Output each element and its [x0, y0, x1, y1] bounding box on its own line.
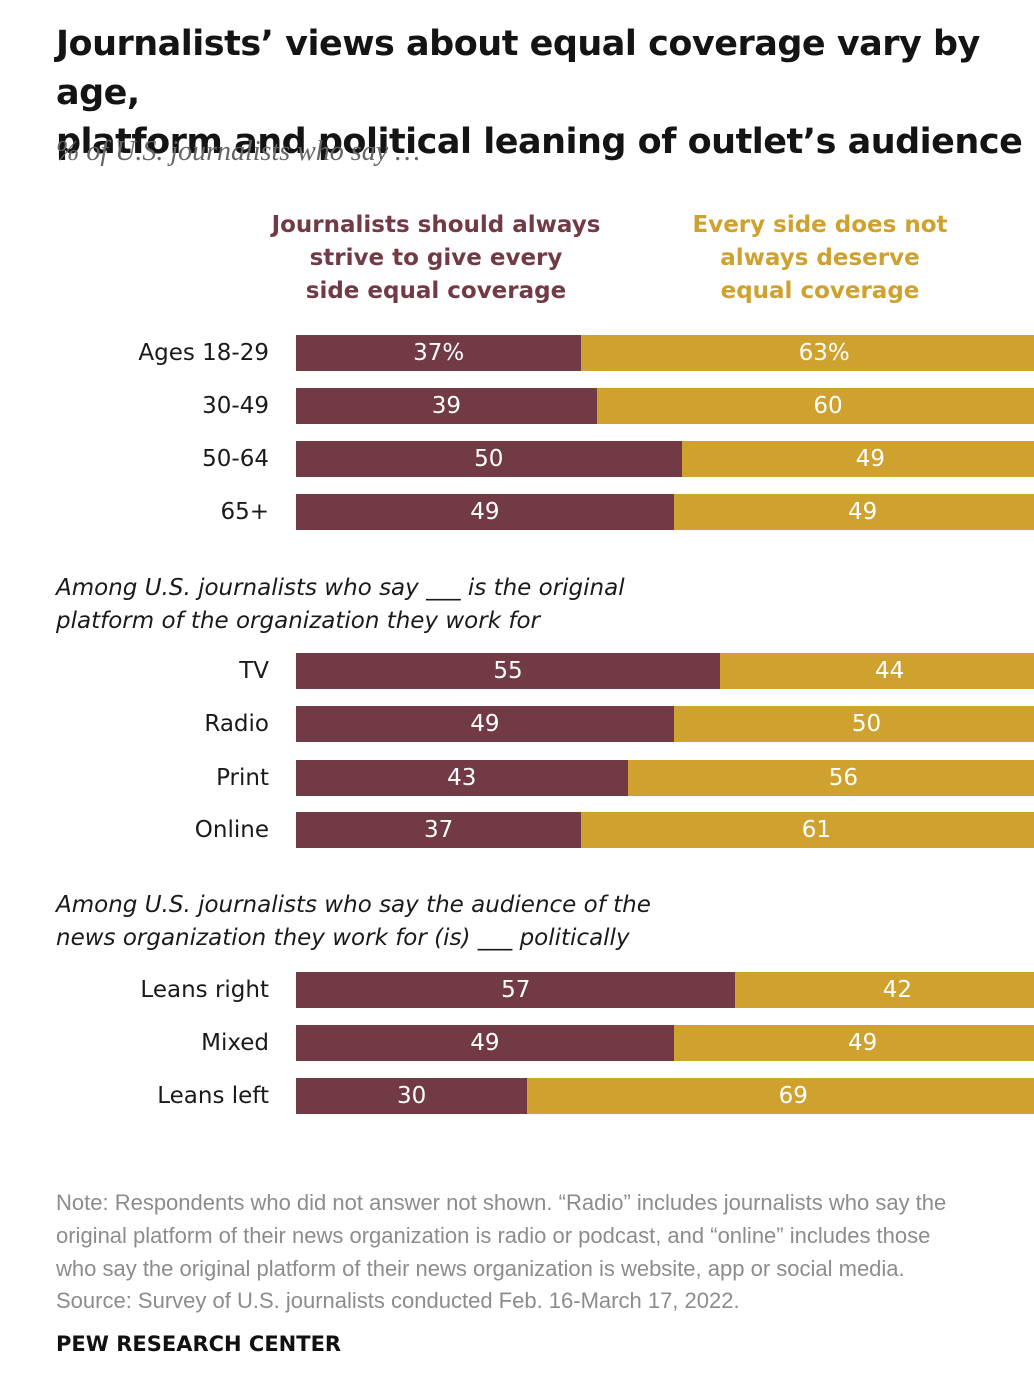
bar-value-label: 61: [801, 817, 832, 843]
bar-value-label: 63%: [798, 340, 850, 366]
group-label: Among U.S. journalists who say the audie…: [56, 889, 756, 955]
chart-title-line-2: platform and political leaning of outlet…: [56, 122, 1023, 162]
row-label: Mixed: [201, 1030, 269, 1056]
bar-value-label: 49: [470, 1030, 500, 1056]
bar-value-label: 56: [828, 765, 859, 791]
bar-equal-coverage: 50: [296, 441, 682, 477]
chart-title: Journalists’ views about equal coverage …: [56, 20, 1034, 167]
bar-value-label: 49: [848, 1030, 878, 1056]
bar-value-label: 50: [474, 446, 504, 472]
chart-title-line-1: Journalists’ views about equal coverage …: [56, 24, 980, 113]
group-label-line: news organization they work for (is) ___…: [56, 925, 630, 951]
legend-line: Every side does not: [692, 212, 948, 238]
bar-equal-coverage: 30: [296, 1078, 528, 1114]
bar-equal-coverage: 37: [296, 812, 582, 848]
legend-not-equal-coverage: Every side does not always deserve equal…: [660, 209, 980, 308]
bar-not-equal-coverage: 49: [681, 441, 1034, 477]
bar-value-label: 57: [501, 977, 531, 1003]
bar-not-equal-coverage: 61: [581, 812, 1034, 848]
chart-subtitle: % of U.S. journalists who say …: [56, 136, 421, 167]
group-label-line: platform of the organization they work f…: [56, 608, 540, 634]
bar-value-label: 69: [778, 1083, 808, 1109]
legend-line: equal coverage: [720, 278, 920, 304]
row-label: Ages 18-29: [138, 340, 269, 366]
bar-value-label: 39: [431, 393, 461, 419]
legend-equal-coverage: Journalists should always strive to give…: [262, 209, 610, 308]
row-label: Leans right: [140, 977, 269, 1003]
bar-not-equal-coverage: 69: [527, 1078, 1034, 1114]
bar-equal-coverage: 57: [296, 972, 736, 1008]
legend-line: always deserve: [720, 245, 920, 271]
row-label: Leans left: [157, 1083, 269, 1109]
bar-equal-coverage: 49: [296, 1025, 674, 1061]
bar-value-label: 60: [813, 393, 843, 419]
bar-not-equal-coverage: 44: [720, 653, 1034, 689]
bar-value-label: 42: [882, 977, 913, 1003]
bar-value-label: 43: [447, 765, 477, 791]
note-line: Note: Respondents who did not answer not…: [56, 1190, 947, 1215]
bar-not-equal-coverage: 42: [735, 972, 1034, 1008]
bar-not-equal-coverage: 60: [596, 388, 1034, 424]
bar-equal-coverage: 43: [296, 760, 628, 796]
bar-equal-coverage: 49: [296, 706, 674, 742]
row-label: 65+: [220, 499, 269, 525]
row-label: 30-49: [202, 393, 269, 419]
row-label: TV: [239, 658, 269, 684]
bar-not-equal-coverage: 56: [627, 760, 1034, 796]
legend-line: strive to give every: [309, 245, 563, 271]
group-label-line: Among U.S. journalists who say ___ is th…: [56, 575, 625, 601]
bar-value-label: 37%: [413, 340, 465, 366]
bar-value-label: 37: [423, 817, 454, 843]
row-label: Radio: [204, 711, 269, 737]
bar-value-label: 49: [470, 711, 500, 737]
pew-research-center-logo: PEW RESEARCH CENTER: [56, 1332, 342, 1356]
row-label: Online: [194, 817, 269, 843]
bar-value-label: 50: [851, 711, 882, 737]
bar-value-label: 49: [848, 499, 878, 525]
bar-not-equal-coverage: 50: [673, 706, 1034, 742]
bar-not-equal-coverage: 63%: [581, 335, 1034, 371]
row-label: 50-64: [202, 446, 269, 472]
bar-value-label: 30: [397, 1083, 427, 1109]
bar-not-equal-coverage: 49: [673, 1025, 1034, 1061]
bar-value-label: 49: [855, 446, 886, 472]
group-label-line: Among U.S. journalists who say the audie…: [56, 892, 651, 918]
legend-line: side equal coverage: [305, 278, 567, 304]
bar-value-label: 55: [493, 658, 523, 684]
legend-line: Journalists should always: [271, 212, 601, 238]
bar-not-equal-coverage: 49: [673, 494, 1034, 530]
bar-value-label: 44: [875, 658, 905, 684]
bar-equal-coverage: 39: [296, 388, 597, 424]
note-line: original platform of their news organiza…: [56, 1223, 931, 1248]
chart-source: Source: Survey of U.S. journalists condu…: [56, 1288, 740, 1313]
bar-equal-coverage: 49: [296, 494, 674, 530]
row-label: Print: [216, 765, 269, 791]
bar-equal-coverage: 37%: [296, 335, 582, 371]
bar-value-label: 49: [470, 499, 500, 525]
chart-note: Note: Respondents who did not answer not…: [56, 1186, 1031, 1285]
bar-equal-coverage: 55: [296, 653, 721, 689]
note-line: who say the original platform of their n…: [56, 1256, 905, 1281]
group-label: Among U.S. journalists who say ___ is th…: [56, 572, 756, 638]
